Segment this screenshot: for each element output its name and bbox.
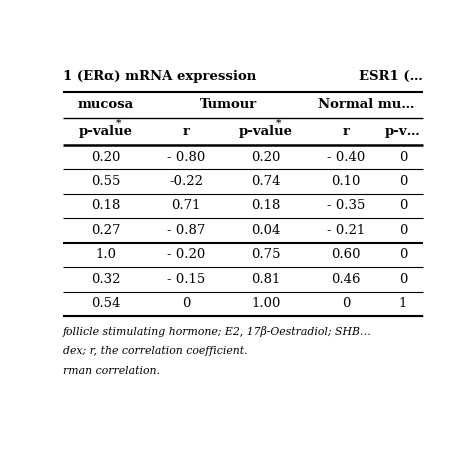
Text: - 0.21: - 0.21 xyxy=(327,224,365,237)
Text: rman correlation.: rman correlation. xyxy=(63,366,160,376)
Text: 0: 0 xyxy=(399,151,407,164)
Text: 0.54: 0.54 xyxy=(91,297,120,310)
Text: mucosa: mucosa xyxy=(78,99,134,111)
Text: p-value: p-value xyxy=(79,125,133,138)
Text: 1 (ERα) mRNA expression: 1 (ERα) mRNA expression xyxy=(63,70,256,82)
Text: 0.75: 0.75 xyxy=(251,248,281,261)
Text: *: * xyxy=(275,119,281,128)
Text: Normal mu…: Normal mu… xyxy=(318,99,414,111)
Text: 0: 0 xyxy=(399,224,407,237)
Text: -0.22: -0.22 xyxy=(169,175,203,188)
Text: 0: 0 xyxy=(342,297,350,310)
Text: 0: 0 xyxy=(399,175,407,188)
Text: - 0.20: - 0.20 xyxy=(167,248,205,261)
Text: 0.18: 0.18 xyxy=(251,200,281,212)
Text: 0.74: 0.74 xyxy=(251,175,281,188)
Text: 0.04: 0.04 xyxy=(251,224,281,237)
Text: 0: 0 xyxy=(182,297,190,310)
Text: 0.10: 0.10 xyxy=(331,175,361,188)
Text: ESR1 (…: ESR1 (… xyxy=(359,70,423,82)
Text: 0.55: 0.55 xyxy=(91,175,120,188)
Text: 0: 0 xyxy=(399,273,407,286)
Text: 0.20: 0.20 xyxy=(91,151,120,164)
Text: 0.81: 0.81 xyxy=(251,273,281,286)
Text: 0.60: 0.60 xyxy=(331,248,361,261)
Text: 0.20: 0.20 xyxy=(251,151,281,164)
Text: follicle stimulating hormone; E2, 17β-Oestradiol; SHB…: follicle stimulating hormone; E2, 17β-Oe… xyxy=(63,326,372,337)
Text: 1.00: 1.00 xyxy=(251,297,281,310)
Text: - 0.80: - 0.80 xyxy=(167,151,205,164)
Text: - 0.35: - 0.35 xyxy=(327,200,365,212)
Text: r: r xyxy=(182,125,190,138)
Text: 1: 1 xyxy=(399,297,407,310)
Text: Tumour: Tumour xyxy=(201,99,257,111)
Text: 0.18: 0.18 xyxy=(91,200,120,212)
Text: 0: 0 xyxy=(399,248,407,261)
Text: 1.0: 1.0 xyxy=(95,248,117,261)
Text: - 0.40: - 0.40 xyxy=(327,151,365,164)
Text: 0.27: 0.27 xyxy=(91,224,121,237)
Text: 0: 0 xyxy=(399,200,407,212)
Text: - 0.87: - 0.87 xyxy=(167,224,205,237)
Text: *: * xyxy=(115,119,121,128)
Text: p-v…: p-v… xyxy=(385,125,421,138)
Text: 0.32: 0.32 xyxy=(91,273,121,286)
Text: 0.71: 0.71 xyxy=(171,200,201,212)
Text: - 0.15: - 0.15 xyxy=(167,273,205,286)
Text: r: r xyxy=(342,125,349,138)
Text: p-value: p-value xyxy=(239,125,293,138)
Text: 0.46: 0.46 xyxy=(331,273,361,286)
Text: dex; r, the correlation coefficient.: dex; r, the correlation coefficient. xyxy=(63,346,247,356)
